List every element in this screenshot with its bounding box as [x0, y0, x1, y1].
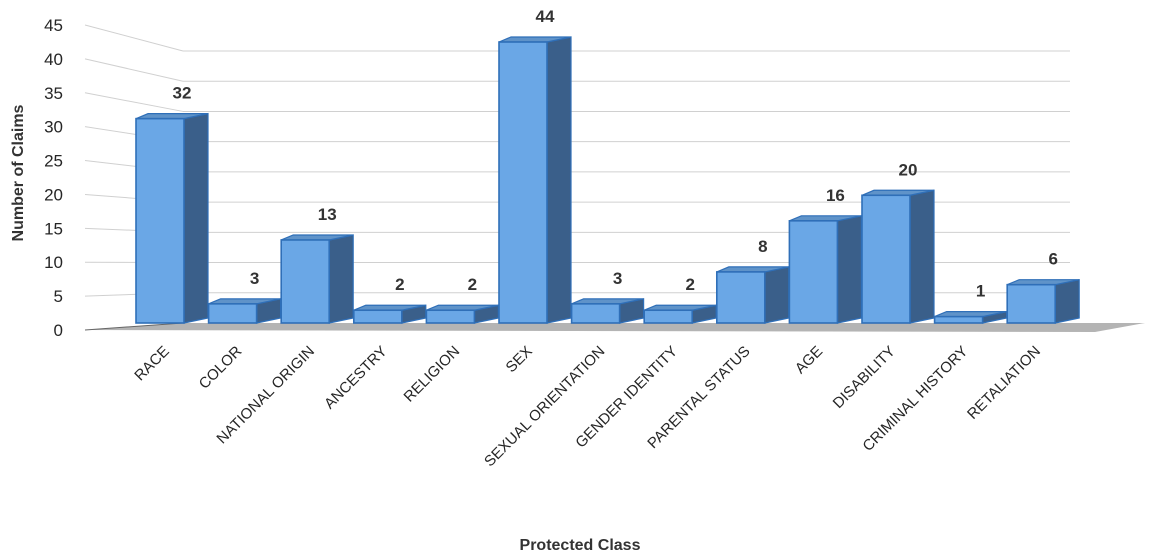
bar-front [715, 271, 766, 324]
bar [570, 298, 645, 324]
bar [135, 112, 209, 324]
bar-side [546, 36, 572, 324]
data-label: 13 [318, 205, 337, 224]
bar [715, 266, 790, 324]
y-tick-label: 25 [44, 152, 63, 171]
bar [861, 189, 935, 324]
bar [643, 304, 717, 324]
data-label: 2 [685, 275, 694, 294]
bar-front [207, 303, 258, 324]
y-tick-label: 15 [44, 219, 63, 238]
x-tick-label: RELIGION [401, 343, 464, 406]
floor-edge [84, 322, 184, 331]
x-tick-label: DISABILITY [830, 343, 899, 412]
data-label: 16 [826, 186, 845, 205]
bar-front [933, 315, 984, 324]
data-label: 3 [613, 269, 622, 288]
x-axis-title: Protected Class [520, 537, 641, 554]
gridline-diag [84, 24, 184, 52]
bar [207, 298, 282, 324]
y-tick-label: 45 [44, 16, 63, 35]
bar-front [280, 239, 331, 324]
bar-front [1006, 283, 1057, 324]
bar [280, 234, 354, 324]
chart-floor [85, 323, 1145, 332]
floor-layer [84, 322, 1145, 332]
x-tick-label: SEXUAL ORIENTATION [481, 343, 608, 470]
data-label: 20 [899, 160, 918, 179]
data-label: 3 [250, 269, 259, 288]
bar [352, 304, 427, 324]
bar [933, 310, 1008, 324]
grid-layer [84, 24, 1070, 297]
bar-front [643, 309, 694, 324]
bar-side [836, 215, 863, 324]
bar [425, 304, 499, 324]
x-tick-label: SEX [503, 343, 536, 376]
y-tick-label: 35 [44, 84, 63, 103]
bar-side [183, 112, 209, 324]
bar-side [909, 189, 935, 324]
y-tick-label: 40 [44, 50, 63, 69]
data-label: 32 [173, 84, 192, 103]
bar-side [1054, 278, 1080, 324]
gridline-diag [84, 92, 184, 112]
bar [1006, 278, 1080, 324]
bar-side [764, 266, 790, 324]
data-label: 8 [758, 237, 767, 256]
data-label: 2 [468, 275, 477, 294]
data-label: 2 [395, 275, 404, 294]
bar [498, 36, 572, 324]
x-tick-label: RETALIATION [964, 343, 1044, 423]
x-tick-label: ANCESTRY [321, 343, 391, 413]
bar-front [498, 41, 548, 324]
data-label: 6 [1048, 250, 1057, 269]
y-tick-label: 5 [54, 287, 63, 306]
y-tick-labels: 0 5 10 15 20 25 30 35 40 45 [44, 16, 63, 340]
x-tick-label: AGE [792, 343, 826, 377]
data-label: 44 [536, 7, 555, 26]
bar-front [135, 117, 185, 324]
gridline-diag [84, 58, 184, 82]
y-tick-label: 10 [44, 253, 63, 272]
bar-front [861, 194, 911, 324]
y-tick-label: 0 [54, 321, 63, 340]
bar-front [352, 309, 403, 324]
x-tick-label: COLOR [196, 343, 246, 393]
bar-front [425, 309, 476, 324]
x-tick-label: RACE [131, 343, 172, 384]
bar [788, 215, 863, 324]
bar-side [328, 234, 354, 324]
bar-front [788, 220, 839, 324]
y-tick-label: 20 [44, 185, 63, 204]
bar-front [570, 303, 621, 324]
data-label: 1 [976, 282, 985, 301]
y-tick-label: 30 [44, 118, 63, 137]
bars-layer [135, 36, 1080, 324]
y-axis-title: Number of Claims [10, 104, 27, 241]
